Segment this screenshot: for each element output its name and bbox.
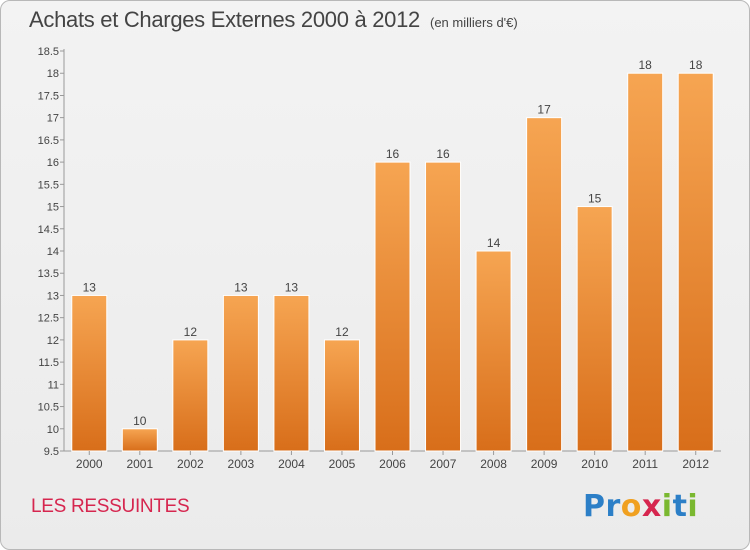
x-tick-label: 2004 — [278, 457, 305, 471]
bar — [121, 428, 158, 452]
place-name: LES RESSUINTES — [31, 496, 190, 517]
x-tick-label: 2009 — [531, 457, 558, 471]
data-label: 13 — [83, 280, 97, 294]
x-tick-label: 2010 — [581, 457, 608, 471]
y-tick-label: 18.5 — [38, 46, 59, 58]
bar — [172, 339, 209, 452]
y-tick-label: 16.5 — [38, 135, 59, 147]
y-tick-label: 14 — [47, 246, 59, 258]
y-tick-label: 15.5 — [38, 179, 59, 191]
logo-letter: r — [605, 489, 621, 524]
chart-title: Achats et Charges Externes 2000 à 2012 (e… — [29, 7, 518, 33]
bar — [677, 72, 714, 452]
data-label: 16 — [436, 147, 450, 161]
logo-letter: x — [641, 489, 662, 524]
x-tick-label: 2012 — [682, 457, 709, 471]
unit-label: (en milliers d'€) — [429, 15, 518, 30]
y-tick-label: 11.5 — [38, 357, 59, 369]
y-tick-label: 10.5 — [38, 402, 59, 414]
bar — [475, 250, 512, 452]
data-label: 18 — [689, 58, 703, 72]
y-tick-label: 10 — [47, 424, 59, 436]
y-tick-label: 16 — [47, 157, 59, 169]
data-label: 17 — [537, 103, 551, 117]
y-tick-label: 12 — [47, 335, 59, 347]
data-label: 13 — [234, 280, 248, 294]
logo-letter: t — [672, 489, 688, 524]
bar — [526, 117, 563, 452]
bar — [627, 72, 664, 452]
y-tick-label: 13.5 — [38, 268, 59, 280]
y-tick-label: 17 — [47, 113, 59, 125]
y-tick-label: 12.5 — [38, 313, 59, 325]
bar — [425, 161, 462, 452]
proxiti-logo: Proxiti — [583, 489, 698, 524]
data-label: 15 — [588, 192, 602, 206]
bar — [71, 294, 108, 452]
data-label: 18 — [639, 58, 653, 72]
x-tick-label: 2005 — [329, 457, 356, 471]
data-label: 16 — [386, 147, 400, 161]
bar — [374, 161, 411, 452]
y-tick-label: 14.5 — [38, 224, 59, 236]
data-label: 13 — [285, 280, 299, 294]
title-text: Achats et Charges Externes 2000 à 2012 — [29, 7, 420, 32]
y-tick-label: 11 — [48, 379, 59, 391]
x-tick-label: 2003 — [228, 457, 255, 471]
x-tick-label: 2000 — [76, 457, 103, 471]
x-tick-label: 2011 — [632, 457, 658, 471]
x-tick-label: 2008 — [480, 457, 507, 471]
data-label: 12 — [184, 325, 198, 339]
x-tick-label: 2001 — [126, 457, 153, 471]
logo-letter: P — [583, 489, 606, 524]
bar — [273, 294, 310, 452]
x-tick-label: 2002 — [177, 457, 204, 471]
data-label: 10 — [133, 414, 147, 428]
bar — [222, 294, 259, 452]
y-tick-label: 15 — [47, 202, 59, 214]
data-label: 14 — [487, 236, 501, 250]
logo-letter: i — [661, 489, 673, 524]
data-label: 12 — [335, 325, 349, 339]
x-tick-label: 2007 — [430, 457, 457, 471]
logo-letter: i — [687, 489, 699, 524]
y-tick-label: 9.5 — [44, 446, 59, 458]
bar — [323, 339, 360, 452]
bar — [576, 206, 613, 452]
y-tick-label: 17.5 — [38, 90, 59, 102]
y-tick-label: 13 — [47, 290, 59, 302]
y-tick-label: 18 — [47, 68, 59, 80]
logo-letter: o — [620, 489, 642, 524]
x-tick-label: 2006 — [379, 457, 406, 471]
